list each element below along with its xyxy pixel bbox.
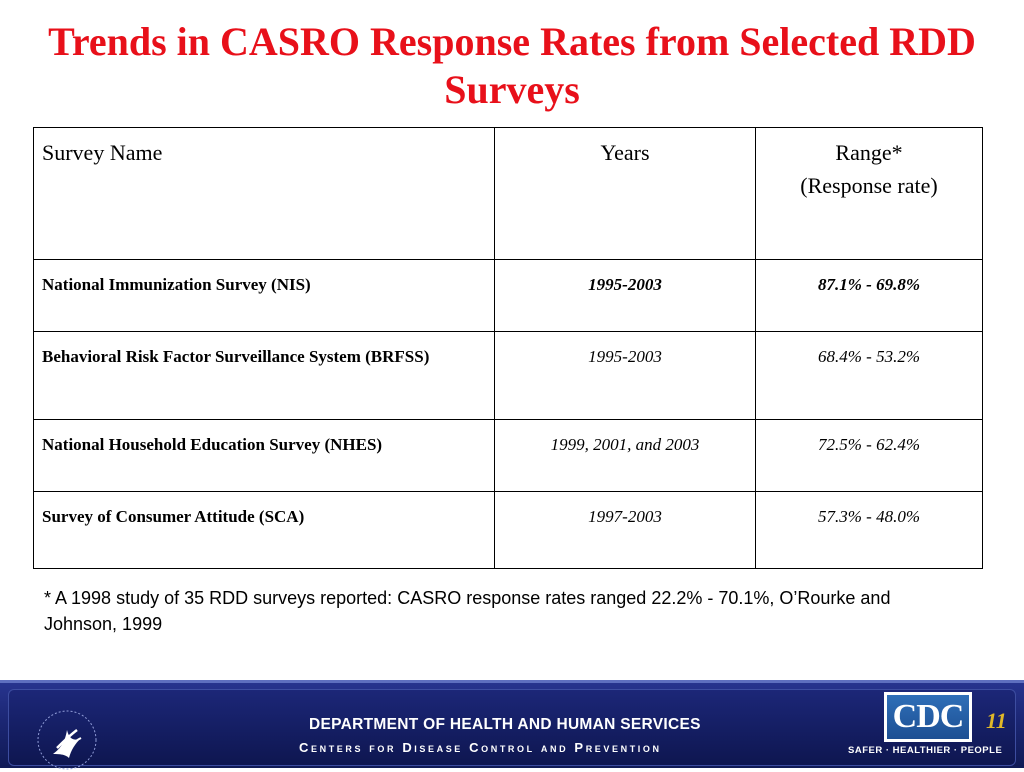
table-header-row: Survey Name Years Range* (Response rate) xyxy=(33,127,983,260)
slide-title: Trends in CASRO Response Rates from Sele… xyxy=(48,19,976,112)
range-cell: 68.4% - 53.2% xyxy=(755,331,983,420)
cdc-logo-text: CDC xyxy=(887,695,969,739)
years-cell: 1995-2003 xyxy=(494,259,756,332)
table-row: Behavioral Risk Factor Surveillance Syst… xyxy=(33,331,983,420)
survey-name-cell: National Household Education Survey (NHE… xyxy=(33,419,495,492)
survey-name-cell: Survey of Consumer Attitude (SCA) xyxy=(33,491,495,569)
centers-name: Centers for Disease Control and Preventi… xyxy=(299,740,662,755)
footer-bar: DEPARTMENT OF HEALTH AND HUMAN SERVICES … xyxy=(0,680,1024,770)
header-range-line1: Range* xyxy=(835,140,903,165)
survey-name-cell: National Immunization Survey (NIS) xyxy=(33,259,495,332)
cdc-logo: CDC xyxy=(884,692,972,742)
years-cell: 1995-2003 xyxy=(494,331,756,420)
hhs-eagle-icon xyxy=(37,710,97,770)
years-cell: 1999, 2001, and 2003 xyxy=(494,419,756,492)
cdc-tagline: SAFER · HEALTHIER · PEOPLE xyxy=(848,745,1003,756)
years-cell: 1997-2003 xyxy=(494,491,756,569)
survey-table: Survey Name Years Range* (Response rate)… xyxy=(33,127,983,569)
department-name: DEPARTMENT OF HEALTH AND HUMAN SERVICES xyxy=(309,716,701,733)
survey-name-cell: Behavioral Risk Factor Surveillance Syst… xyxy=(33,331,495,420)
range-cell: 72.5% - 62.4% xyxy=(755,419,983,492)
table-row: National Immunization Survey (NIS) 1995-… xyxy=(33,259,983,332)
table-row: National Household Education Survey (NHE… xyxy=(33,419,983,492)
footer-panel: DEPARTMENT OF HEALTH AND HUMAN SERVICES … xyxy=(8,689,1016,770)
header-survey-name: Survey Name xyxy=(33,127,495,260)
range-cell: 57.3% - 48.0% xyxy=(755,491,983,569)
footnote: * A 1998 study of 35 RDD surveys reporte… xyxy=(44,588,891,634)
header-range-line2: (Response rate) xyxy=(800,173,938,198)
table-row: Survey of Consumer Attitude (SCA) 1997-2… xyxy=(33,491,983,569)
page-number: 11 xyxy=(986,708,1007,733)
range-cell: 87.1% - 69.8% xyxy=(755,259,983,332)
header-years: Years xyxy=(494,127,756,260)
header-range: Range* (Response rate) xyxy=(755,127,983,260)
